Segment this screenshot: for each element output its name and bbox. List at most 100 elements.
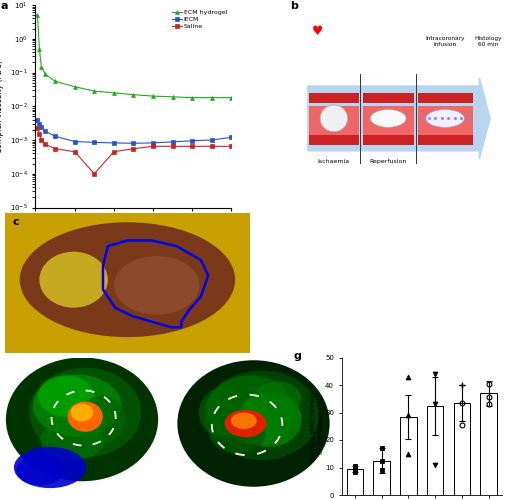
Ellipse shape <box>38 376 94 416</box>
Point <box>270 312 278 320</box>
FancyArrow shape <box>308 78 490 159</box>
Ellipse shape <box>254 382 302 416</box>
Point <box>292 302 300 310</box>
Text: Intracoronary
infusion: Intracoronary infusion <box>425 36 465 46</box>
Point <box>298 335 306 343</box>
lECM <box>52 133 58 139</box>
Point <box>318 280 326 287</box>
Point <box>433 262 442 270</box>
ECM hydrogel <box>189 94 195 100</box>
Point <box>323 214 331 222</box>
Point <box>331 306 339 314</box>
Point <box>462 326 470 334</box>
Point <box>272 266 280 274</box>
Ellipse shape <box>20 222 235 337</box>
Text: c: c <box>12 216 19 226</box>
Point <box>434 332 443 340</box>
Bar <box>309 106 359 134</box>
Point <box>396 242 405 250</box>
Point <box>291 313 299 321</box>
Point <box>386 220 394 228</box>
Point <box>396 334 405 342</box>
ECM hydrogel <box>229 94 235 100</box>
Point <box>273 286 281 294</box>
lECM <box>71 138 78 144</box>
lECM <box>91 140 97 145</box>
Ellipse shape <box>426 110 464 128</box>
Saline <box>52 146 58 152</box>
Ellipse shape <box>371 110 406 128</box>
Ellipse shape <box>199 388 244 436</box>
Bar <box>363 106 414 134</box>
Saline <box>111 148 117 154</box>
Line: Saline: Saline <box>35 126 233 176</box>
Point <box>283 328 292 336</box>
Point <box>270 230 278 237</box>
Point <box>324 302 332 310</box>
Saline <box>39 137 45 143</box>
Point <box>328 312 336 320</box>
lECM <box>37 121 43 127</box>
Ellipse shape <box>41 420 104 461</box>
ECM hydrogel <box>150 93 156 99</box>
Point <box>435 226 443 234</box>
lECM <box>130 140 136 146</box>
Point <box>450 294 458 302</box>
Point <box>360 330 368 338</box>
Ellipse shape <box>209 412 266 454</box>
Saline <box>42 141 48 147</box>
Point <box>474 304 482 312</box>
Point <box>336 262 344 270</box>
Point <box>359 246 368 254</box>
Point <box>278 326 286 334</box>
Point <box>288 276 297 284</box>
lECM <box>39 124 45 130</box>
Ellipse shape <box>225 410 266 437</box>
Ellipse shape <box>16 455 64 486</box>
Point <box>377 224 385 232</box>
Point <box>493 213 501 221</box>
Point <box>442 291 450 299</box>
X-axis label: Shear rate (1 s⁻¹): Shear rate (1 s⁻¹) <box>100 226 167 235</box>
Point <box>459 298 467 306</box>
Point <box>470 244 479 252</box>
ECM hydrogel <box>111 90 117 96</box>
Bar <box>309 93 359 104</box>
lECM <box>42 128 48 134</box>
ECM hydrogel <box>91 88 97 94</box>
Point <box>310 270 318 278</box>
Point <box>274 318 282 326</box>
Ellipse shape <box>320 105 348 132</box>
Point <box>479 248 487 256</box>
Ellipse shape <box>40 252 108 308</box>
Line: ECM hydrogel: ECM hydrogel <box>35 13 233 100</box>
ECM hydrogel <box>71 84 78 89</box>
Y-axis label: Positive pixel density
in the infarct (%): Positive pixel density in the infarct (%… <box>310 391 323 462</box>
Point <box>271 337 279 345</box>
lECM <box>150 140 156 146</box>
Point <box>332 250 340 258</box>
Ellipse shape <box>6 358 158 481</box>
Point <box>349 302 357 310</box>
Point <box>443 215 451 223</box>
Point <box>363 248 371 256</box>
Point <box>481 222 489 230</box>
Point <box>371 296 379 304</box>
Point <box>385 263 393 271</box>
Point <box>429 336 438 344</box>
Text: g: g <box>294 350 302 360</box>
Legend: ECM hydrogel, lECM, Saline: ECM hydrogel, lECM, Saline <box>171 8 228 30</box>
Point <box>357 308 366 316</box>
Text: a: a <box>0 1 8 11</box>
ECM hydrogel <box>170 94 176 100</box>
Point <box>488 326 496 334</box>
ECM hydrogel <box>39 64 45 70</box>
Saline <box>71 148 78 154</box>
Bar <box>347 469 364 495</box>
Point <box>344 278 352 286</box>
lECM <box>209 137 215 143</box>
Point <box>425 246 433 254</box>
Text: f: f <box>178 362 183 372</box>
Point <box>352 268 360 276</box>
Point <box>408 290 416 298</box>
